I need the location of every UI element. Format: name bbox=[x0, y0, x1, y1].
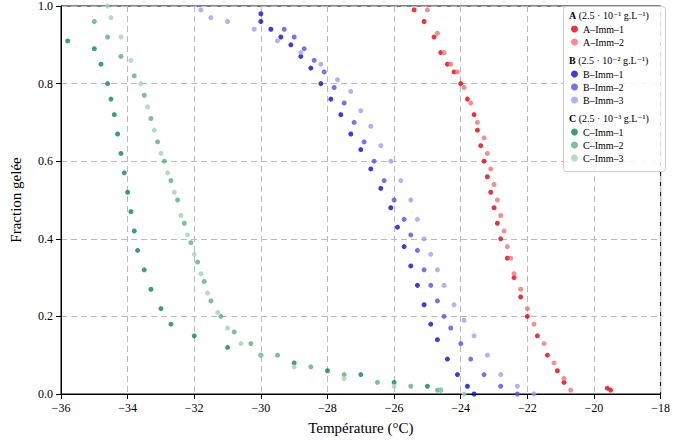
svg-text:−18: −18 bbox=[651, 401, 670, 415]
svg-text:−26: −26 bbox=[385, 401, 404, 415]
svg-text:C–Imm–3: C–Imm–3 bbox=[583, 153, 624, 164]
svg-text:(2.5 · 10⁻² g.L⁻¹): (2.5 · 10⁻² g.L⁻¹) bbox=[576, 55, 649, 67]
svg-text:0.2: 0.2 bbox=[38, 309, 53, 323]
svg-text:−30: −30 bbox=[251, 401, 270, 415]
svg-text:−20: −20 bbox=[585, 401, 604, 415]
svg-text:B–Imm–2: B–Imm–2 bbox=[583, 82, 624, 93]
svg-text:0.6: 0.6 bbox=[38, 154, 53, 168]
svg-text:1.0: 1.0 bbox=[38, 0, 53, 13]
svg-text:B–Imm–1: B–Imm–1 bbox=[583, 69, 624, 80]
svg-text:C–Imm–2: C–Imm–2 bbox=[583, 140, 624, 151]
svg-text:0.0: 0.0 bbox=[38, 387, 53, 401]
svg-text:−28: −28 bbox=[318, 401, 337, 415]
svg-text:0.4: 0.4 bbox=[38, 232, 53, 246]
svg-text:−34: −34 bbox=[118, 401, 137, 415]
svg-text:Température (°C): Température (°C) bbox=[308, 420, 413, 437]
svg-text:−24: −24 bbox=[451, 401, 470, 415]
svg-text:−32: −32 bbox=[185, 401, 204, 415]
svg-text:A–Imm–1: A–Imm–1 bbox=[583, 24, 624, 35]
svg-text:−22: −22 bbox=[518, 401, 537, 415]
svg-text:(2.5 · 10⁻¹ g.L⁻¹): (2.5 · 10⁻¹ g.L⁻¹) bbox=[576, 10, 649, 22]
svg-text:0.8: 0.8 bbox=[38, 77, 53, 91]
svg-text:A: A bbox=[569, 9, 577, 21]
svg-text:C: C bbox=[569, 113, 576, 124]
svg-text:A–Imm–2: A–Imm–2 bbox=[583, 37, 624, 48]
svg-text:Fraction gelée: Fraction gelée bbox=[8, 157, 24, 243]
svg-text:(2.5 · 10⁻³ g.L⁻¹): (2.5 · 10⁻³ g.L⁻¹) bbox=[576, 113, 649, 125]
svg-text:B: B bbox=[569, 54, 576, 66]
svg-text:B–Imm–3: B–Imm–3 bbox=[583, 95, 624, 106]
svg-text:C–Imm–1: C–Imm–1 bbox=[583, 127, 624, 138]
svg-text:−36: −36 bbox=[52, 401, 71, 415]
